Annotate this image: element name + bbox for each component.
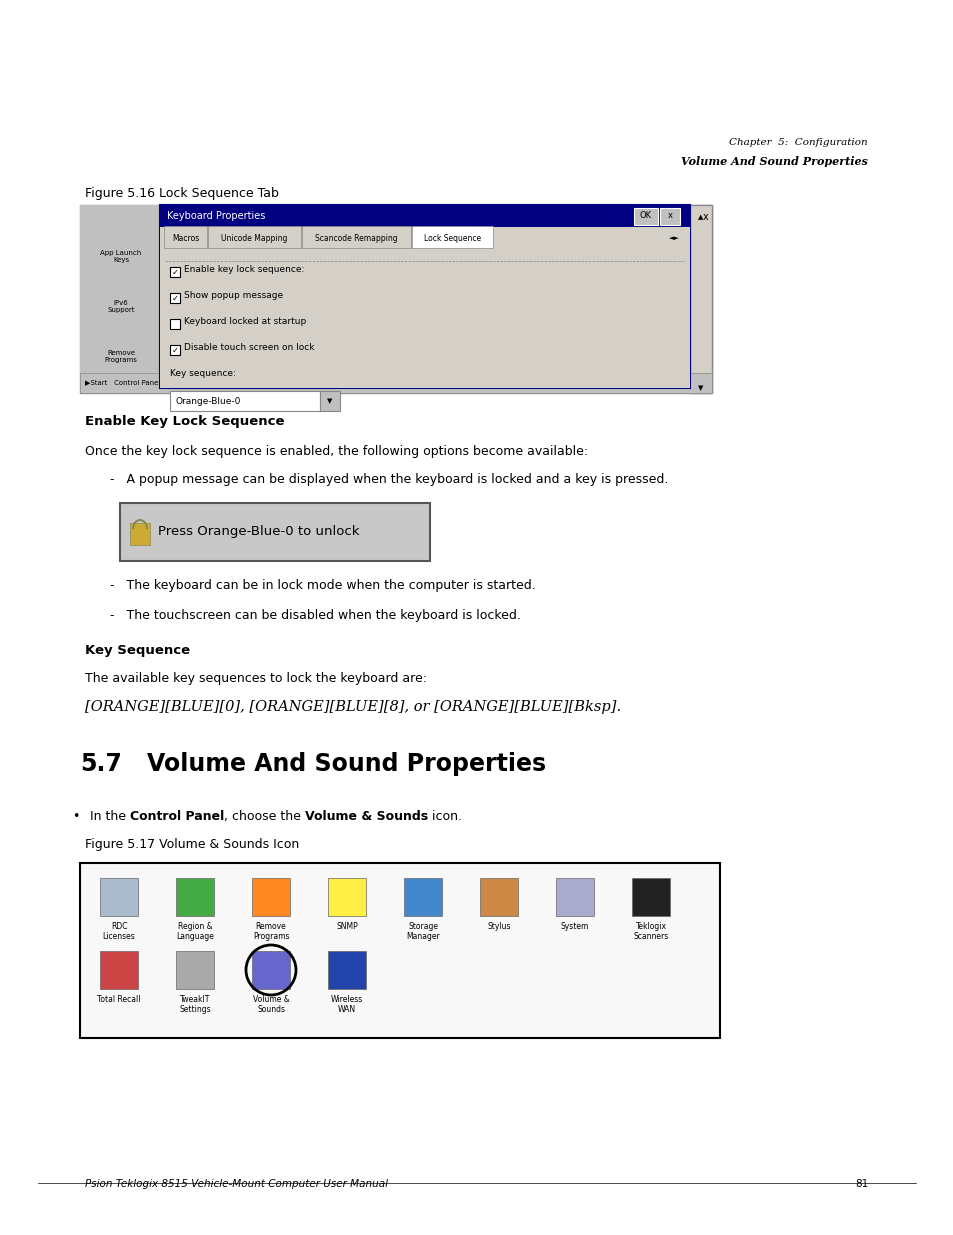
- Text: 5.7: 5.7: [80, 752, 122, 776]
- Bar: [252, 878, 290, 916]
- Text: Volume &
Sounds: Volume & Sounds: [253, 995, 289, 1014]
- Text: [ORANGE][BLUE][0], [ORANGE][BLUE][8], or [ORANGE][BLUE][Bksp].: [ORANGE][BLUE][0], [ORANGE][BLUE][8], or…: [85, 700, 620, 714]
- Text: Unicode Mapping: Unicode Mapping: [221, 233, 287, 242]
- Text: IPv6
Support: IPv6 Support: [107, 300, 134, 312]
- Bar: [170, 267, 180, 277]
- Text: Chapter  5:  Configuration: Chapter 5: Configuration: [729, 138, 867, 147]
- Bar: [170, 293, 180, 303]
- Bar: [120, 503, 430, 561]
- Text: Enable key lock sequence:: Enable key lock sequence:: [184, 266, 304, 274]
- Bar: [328, 951, 366, 989]
- Text: Total Recall: Total Recall: [97, 995, 141, 1004]
- FancyBboxPatch shape: [659, 207, 679, 225]
- Bar: [130, 522, 150, 545]
- FancyBboxPatch shape: [411, 226, 493, 248]
- FancyBboxPatch shape: [208, 226, 300, 248]
- Text: icon.: icon.: [428, 810, 462, 823]
- Text: ▼: ▼: [698, 385, 703, 391]
- Text: Keyboard Properties: Keyboard Properties: [167, 211, 265, 221]
- FancyBboxPatch shape: [301, 226, 410, 248]
- Text: Remove
Programs: Remove Programs: [253, 923, 289, 941]
- Text: Scancode Remapping: Scancode Remapping: [314, 233, 396, 242]
- Text: System: System: [560, 923, 589, 931]
- Bar: [80, 205, 711, 393]
- FancyBboxPatch shape: [634, 207, 658, 225]
- Bar: [556, 878, 594, 916]
- Text: Volume And Sound Properties: Volume And Sound Properties: [680, 156, 867, 167]
- Bar: [100, 951, 138, 989]
- Bar: [160, 205, 689, 227]
- Text: Macros: Macros: [172, 233, 199, 242]
- Bar: [319, 391, 339, 411]
- Text: , choose the: , choose the: [224, 810, 305, 823]
- Text: OK: OK: [639, 211, 652, 221]
- Text: Keyboard locked at startup: Keyboard locked at startup: [184, 317, 306, 326]
- Text: In the: In the: [90, 810, 130, 823]
- Text: ◄►: ◄►: [669, 235, 679, 241]
- Text: Key Sequence: Key Sequence: [85, 643, 190, 657]
- Text: Stylus: Stylus: [487, 923, 510, 931]
- Bar: [160, 249, 689, 388]
- Bar: [80, 205, 162, 393]
- Bar: [100, 878, 138, 916]
- Text: Press Orange-Blue-0 to unlock: Press Orange-Blue-0 to unlock: [158, 526, 359, 538]
- Text: RDC
Licenses: RDC Licenses: [103, 923, 135, 941]
- Text: Once the key lock sequence is enabled, the following options become available:: Once the key lock sequence is enabled, t…: [85, 445, 587, 458]
- Text: App Launch
Keys: App Launch Keys: [100, 249, 141, 263]
- Text: ✓: ✓: [172, 294, 178, 303]
- Text: -   The touchscreen can be disabled when the keyboard is locked.: - The touchscreen can be disabled when t…: [110, 609, 520, 622]
- Text: ✓: ✓: [172, 346, 178, 354]
- Text: •: •: [71, 810, 79, 823]
- Text: Key sequence:: Key sequence:: [170, 369, 235, 378]
- Text: SNMP: SNMP: [335, 923, 357, 931]
- Bar: [479, 878, 517, 916]
- Text: Show popup message: Show popup message: [184, 291, 283, 300]
- Text: x: x: [701, 212, 707, 222]
- Text: Figure 5.17 Volume & Sounds Icon: Figure 5.17 Volume & Sounds Icon: [85, 839, 299, 851]
- Text: Control Panel: Control Panel: [130, 810, 224, 823]
- Bar: [175, 951, 213, 989]
- Text: Remove
Programs: Remove Programs: [105, 350, 137, 363]
- Text: -   The keyboard can be in lock mode when the computer is started.: - The keyboard can be in lock mode when …: [110, 579, 536, 592]
- Bar: [631, 878, 669, 916]
- Text: ▶Start   Control Panel     Keyboard Prope...: ▶Start Control Panel Keyboard Prope...: [85, 380, 233, 387]
- Text: The available key sequences to lock the keyboard are:: The available key sequences to lock the …: [85, 672, 427, 685]
- Bar: [175, 878, 213, 916]
- Text: -   A popup message can be displayed when the keyboard is locked and a key is pr: - A popup message can be displayed when …: [110, 473, 668, 487]
- Bar: [170, 345, 180, 354]
- Bar: [160, 227, 689, 249]
- Bar: [403, 878, 441, 916]
- Text: ✓: ✓: [172, 268, 178, 277]
- Bar: [80, 373, 711, 393]
- Text: Disable touch screen on lock: Disable touch screen on lock: [184, 343, 314, 352]
- Text: Figure 5.16 Lock Sequence Tab: Figure 5.16 Lock Sequence Tab: [85, 186, 278, 200]
- Text: 81: 81: [854, 1179, 867, 1189]
- Bar: [328, 878, 366, 916]
- Text: Orange-Blue-0: Orange-Blue-0: [175, 396, 241, 405]
- Bar: [252, 951, 290, 989]
- Text: Storage
Manager: Storage Manager: [406, 923, 439, 941]
- Text: Lock Sequence: Lock Sequence: [423, 233, 480, 242]
- Text: Wireless
WAN: Wireless WAN: [331, 995, 363, 1014]
- Bar: [80, 863, 720, 1037]
- Text: Region &
Language: Region & Language: [176, 923, 213, 941]
- Text: ▲: ▲: [698, 214, 703, 220]
- Bar: [170, 391, 319, 411]
- Text: x: x: [667, 211, 672, 221]
- Bar: [170, 319, 180, 329]
- Bar: [689, 205, 711, 393]
- Text: Teklogix
Scanners: Teklogix Scanners: [633, 923, 668, 941]
- Text: Enable Key Lock Sequence: Enable Key Lock Sequence: [85, 415, 284, 429]
- Bar: [160, 205, 689, 388]
- Text: ▼: ▼: [327, 398, 333, 404]
- Text: Volume & Sounds: Volume & Sounds: [305, 810, 428, 823]
- FancyBboxPatch shape: [164, 226, 207, 248]
- Text: Volume And Sound Properties: Volume And Sound Properties: [147, 752, 545, 776]
- Text: Psion Teklogix 8515 Vehicle-Mount Computer User Manual: Psion Teklogix 8515 Vehicle-Mount Comput…: [85, 1179, 388, 1189]
- Text: TweakIT
Settings: TweakIT Settings: [179, 995, 211, 1014]
